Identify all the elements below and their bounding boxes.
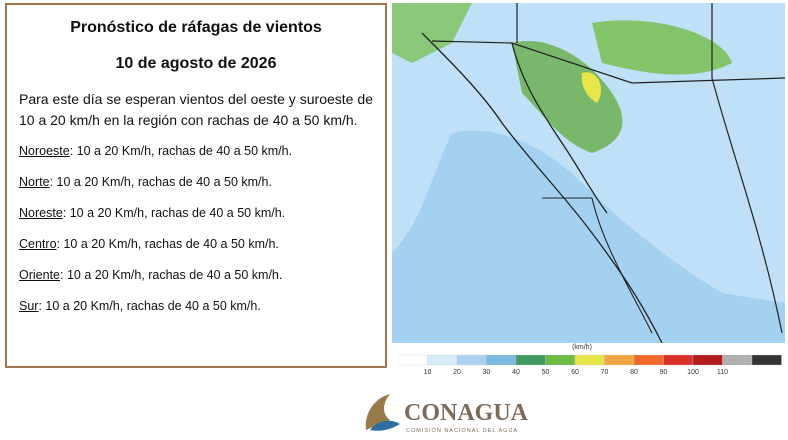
region-text: : 10 a 20 Km/h, rachas de 40 a 50 km/h. — [38, 299, 261, 313]
title: Pronóstico de ráfagas de vientos — [70, 19, 322, 36]
region-name: Oriente — [19, 268, 60, 282]
colorbar-cell — [722, 354, 753, 366]
region-name: Noreste — [19, 206, 63, 220]
colorbar-cell — [456, 354, 487, 366]
colorbar-label: 80 — [630, 369, 638, 376]
colorbar-cell — [663, 354, 694, 366]
region-line: Noreste: 10 a 20 Km/h, rachas de 40 a 50… — [19, 205, 373, 236]
colorbar: 10 20 30 40 50 60 70 80 90 100 110 — [397, 354, 782, 376]
colorbar-cell — [515, 354, 546, 366]
coastline — [511, 42, 608, 214]
logo-icon — [370, 420, 400, 431]
colorbar-cell — [545, 354, 576, 366]
map-shade — [392, 130, 785, 343]
colorbar-cell — [633, 354, 664, 366]
colorbar-cell — [751, 354, 782, 366]
colorbar-label: 70 — [601, 369, 609, 376]
colorbar-label: 50 — [542, 369, 550, 376]
region-line: Centro: 10 a 20 Km/h, rachas de 40 a 50 … — [19, 236, 373, 267]
date: 10 de agosto de 2026 — [115, 55, 277, 72]
logo-name: CONAGUA — [404, 400, 529, 426]
colorbar-unit: (km/h) — [572, 344, 592, 351]
colorbar-cell — [574, 354, 605, 366]
colorbar-label: 90 — [660, 369, 668, 376]
colorbar-label: 20 — [453, 369, 461, 376]
border — [431, 40, 785, 84]
map-green — [592, 20, 732, 75]
map-yellow — [581, 72, 602, 103]
colorbar-label: 10 — [424, 369, 432, 376]
logo: CONAGUA COMISIÓN NACIONAL DEL AGUA — [365, 394, 529, 434]
map-green — [392, 3, 472, 63]
colorbar-cell — [692, 354, 723, 366]
region-text: : 10 a 20 Km/h, rachas de 40 a 50 km/h. — [62, 206, 286, 220]
colorbar-label: 100 — [687, 369, 699, 376]
coastline — [421, 32, 663, 344]
logo-icon — [365, 394, 390, 430]
colorbar-cell — [604, 354, 635, 366]
regions: Noroeste: 10 a 20 Km/h, rachas de 40 a 5… — [7, 143, 385, 329]
region-text: : 10 a 20 Km/h, rachas de 40 a 50 km/h. — [56, 237, 279, 251]
region-line: Noroeste: 10 a 20 Km/h, rachas de 40 a 5… — [19, 143, 373, 174]
colorbar-label: 40 — [512, 369, 520, 376]
colorbar-label: 30 — [483, 369, 491, 376]
region-name: Norte — [19, 175, 50, 189]
colorbar-cell — [397, 354, 428, 366]
summary: Para este día se esperan vientos del oes… — [19, 91, 373, 128]
border — [542, 197, 653, 334]
forecast-panel: Pronóstico de ráfagas de vientos 10 de a… — [5, 3, 387, 368]
region-line: Sur: 10 a 20 Km/h, rachas de 40 a 50 km/… — [19, 298, 373, 329]
region-text: : 10 a 20 Km/h, rachas de 40 a 50 km/h. — [69, 144, 293, 158]
colorbar-cell — [427, 354, 458, 366]
colorbar-label: 110 — [717, 369, 728, 376]
logo-subtitle: COMISIÓN NACIONAL DEL AGUA — [406, 427, 518, 434]
region-text: : 10 a 20 Km/h, rachas de 40 a 50 km/h. — [49, 175, 272, 189]
wind-map: 10 20 30 40 50 60 70 80 90 100 110 (km/h) — [392, 3, 785, 379]
colorbar-cell — [486, 354, 517, 366]
region-name: Centro — [19, 237, 57, 251]
colorbar-label: 60 — [571, 369, 579, 376]
region-name: Sur — [19, 299, 39, 313]
region-line: Norte: 10 a 20 Km/h, rachas de 40 a 50 k… — [19, 174, 373, 205]
border — [516, 3, 783, 334]
region-name: Noroeste — [19, 144, 70, 158]
region-line: Oriente: 10 a 20 Km/h, rachas de 40 a 50… — [19, 267, 373, 298]
region-text: : 10 a 20 Km/h, rachas de 40 a 50 km/h. — [60, 268, 283, 282]
map-green — [512, 41, 623, 153]
